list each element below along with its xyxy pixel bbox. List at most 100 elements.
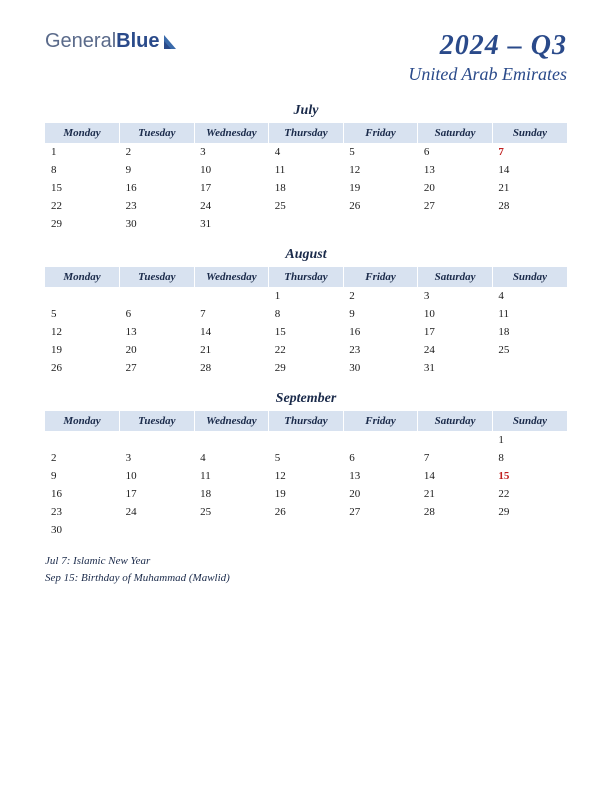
- calendar-cell: 25: [269, 197, 344, 215]
- day-header: Saturday: [418, 411, 493, 431]
- calendar-cell: 26: [269, 503, 344, 521]
- calendar-cell: 26: [45, 359, 120, 377]
- calendar-cell: 8: [269, 305, 344, 323]
- calendar-cell: [343, 215, 418, 233]
- month-name: July: [45, 103, 567, 119]
- calendar-cell: 16: [45, 485, 120, 503]
- logo-sail-icon: [162, 33, 178, 51]
- calendar-cell: 15: [269, 323, 344, 341]
- calendar-cell: 27: [343, 503, 418, 521]
- calendar-cell: 9: [343, 305, 418, 323]
- calendar-cell: 30: [343, 359, 418, 377]
- calendar-row: 12131415161718: [45, 323, 567, 341]
- calendar-cell: 28: [492, 197, 567, 215]
- calendar-cell: 30: [45, 521, 120, 539]
- calendar-cell: 9: [45, 467, 120, 485]
- calendar-row: 891011121314: [45, 161, 567, 179]
- calendar-cell: 5: [269, 449, 344, 467]
- holidays-list: Jul 7: Islamic New YearSep 15: Birthday …: [45, 553, 567, 586]
- calendar-cell: 22: [269, 341, 344, 359]
- calendar-cell: 11: [269, 161, 344, 179]
- calendar-cell: [45, 431, 120, 449]
- calendar-cell: 4: [194, 449, 269, 467]
- calendar-cell: 19: [269, 485, 344, 503]
- calendar-cell: 10: [418, 305, 493, 323]
- calendar-cell: 14: [492, 161, 567, 179]
- calendar-row: 1234: [45, 287, 567, 305]
- calendar-cell: [343, 521, 418, 539]
- calendar-cell: 22: [45, 197, 120, 215]
- calendar-cell: 11: [194, 467, 269, 485]
- day-header: Tuesday: [120, 267, 195, 287]
- calendar-table: MondayTuesdayWednesdayThursdayFridaySatu…: [45, 123, 567, 233]
- calendar-cell: 27: [120, 359, 195, 377]
- holiday-line: Jul 7: Islamic New Year: [45, 553, 567, 570]
- calendar-cell: [45, 287, 120, 305]
- calendar-cell: 12: [269, 467, 344, 485]
- calendar-row: 1: [45, 431, 567, 449]
- calendar-cell: 4: [269, 143, 344, 161]
- calendar-cell: 27: [418, 197, 493, 215]
- calendar-cell: 23: [120, 197, 195, 215]
- day-header: Monday: [45, 411, 120, 431]
- calendar-cell: [120, 287, 195, 305]
- calendar-cell: [343, 431, 418, 449]
- day-header: Tuesday: [120, 123, 195, 143]
- calendar-cell: 31: [194, 215, 269, 233]
- calendar-cell: 17: [194, 179, 269, 197]
- calendar-cell: 18: [194, 485, 269, 503]
- calendar-cell: [269, 215, 344, 233]
- calendar-cell: [120, 431, 195, 449]
- calendar-cell: 21: [194, 341, 269, 359]
- logo-text-1: General: [45, 30, 116, 53]
- day-header: Friday: [343, 411, 418, 431]
- calendar-row: 22232425262728: [45, 197, 567, 215]
- calendar-cell: 20: [343, 485, 418, 503]
- calendar-cell: 4: [492, 287, 567, 305]
- calendar-cell: 26: [343, 197, 418, 215]
- calendar-cell: 14: [418, 467, 493, 485]
- day-header: Saturday: [418, 267, 493, 287]
- month-name: September: [45, 391, 567, 407]
- day-header: Thursday: [269, 123, 344, 143]
- calendar-cell: [492, 359, 567, 377]
- calendar-cell: 24: [120, 503, 195, 521]
- calendar-cell: 13: [120, 323, 195, 341]
- calendar-cell: 7: [418, 449, 493, 467]
- calendar-cell: 23: [45, 503, 120, 521]
- day-header: Friday: [343, 123, 418, 143]
- calendar-cell: 14: [194, 323, 269, 341]
- calendar-cell: 24: [418, 341, 493, 359]
- calendar-cell: 30: [120, 215, 195, 233]
- calendar-row: 1234567: [45, 143, 567, 161]
- calendar-cell: 21: [492, 179, 567, 197]
- country-title: United Arab Emirates: [408, 64, 567, 85]
- calendar-cell: 20: [418, 179, 493, 197]
- calendar-cell: [418, 215, 493, 233]
- day-header: Wednesday: [194, 267, 269, 287]
- calendar-cell: 6: [418, 143, 493, 161]
- calendar-cell: 1: [45, 143, 120, 161]
- day-header: Sunday: [492, 267, 567, 287]
- calendar-row: 16171819202122: [45, 485, 567, 503]
- calendar-cell: 5: [45, 305, 120, 323]
- calendar-cell: [194, 287, 269, 305]
- calendar-cell: 23: [343, 341, 418, 359]
- calendar-row: 262728293031: [45, 359, 567, 377]
- calendar-cell: 18: [269, 179, 344, 197]
- day-header: Monday: [45, 267, 120, 287]
- calendar-cell: 25: [194, 503, 269, 521]
- calendar-cell: 15: [45, 179, 120, 197]
- calendar-row: 2345678: [45, 449, 567, 467]
- calendar-cell: 22: [492, 485, 567, 503]
- period-title: 2024 – Q3: [408, 30, 567, 62]
- title-block: 2024 – Q3 United Arab Emirates: [408, 30, 567, 85]
- calendar-cell: 12: [343, 161, 418, 179]
- calendar-cell: 31: [418, 359, 493, 377]
- calendar-cell: [418, 521, 493, 539]
- calendar-cell: 1: [269, 287, 344, 305]
- calendar-cell: 28: [418, 503, 493, 521]
- calendar-cell: 20: [120, 341, 195, 359]
- calendars-container: JulyMondayTuesdayWednesdayThursdayFriday…: [45, 103, 567, 539]
- calendar-row: 30: [45, 521, 567, 539]
